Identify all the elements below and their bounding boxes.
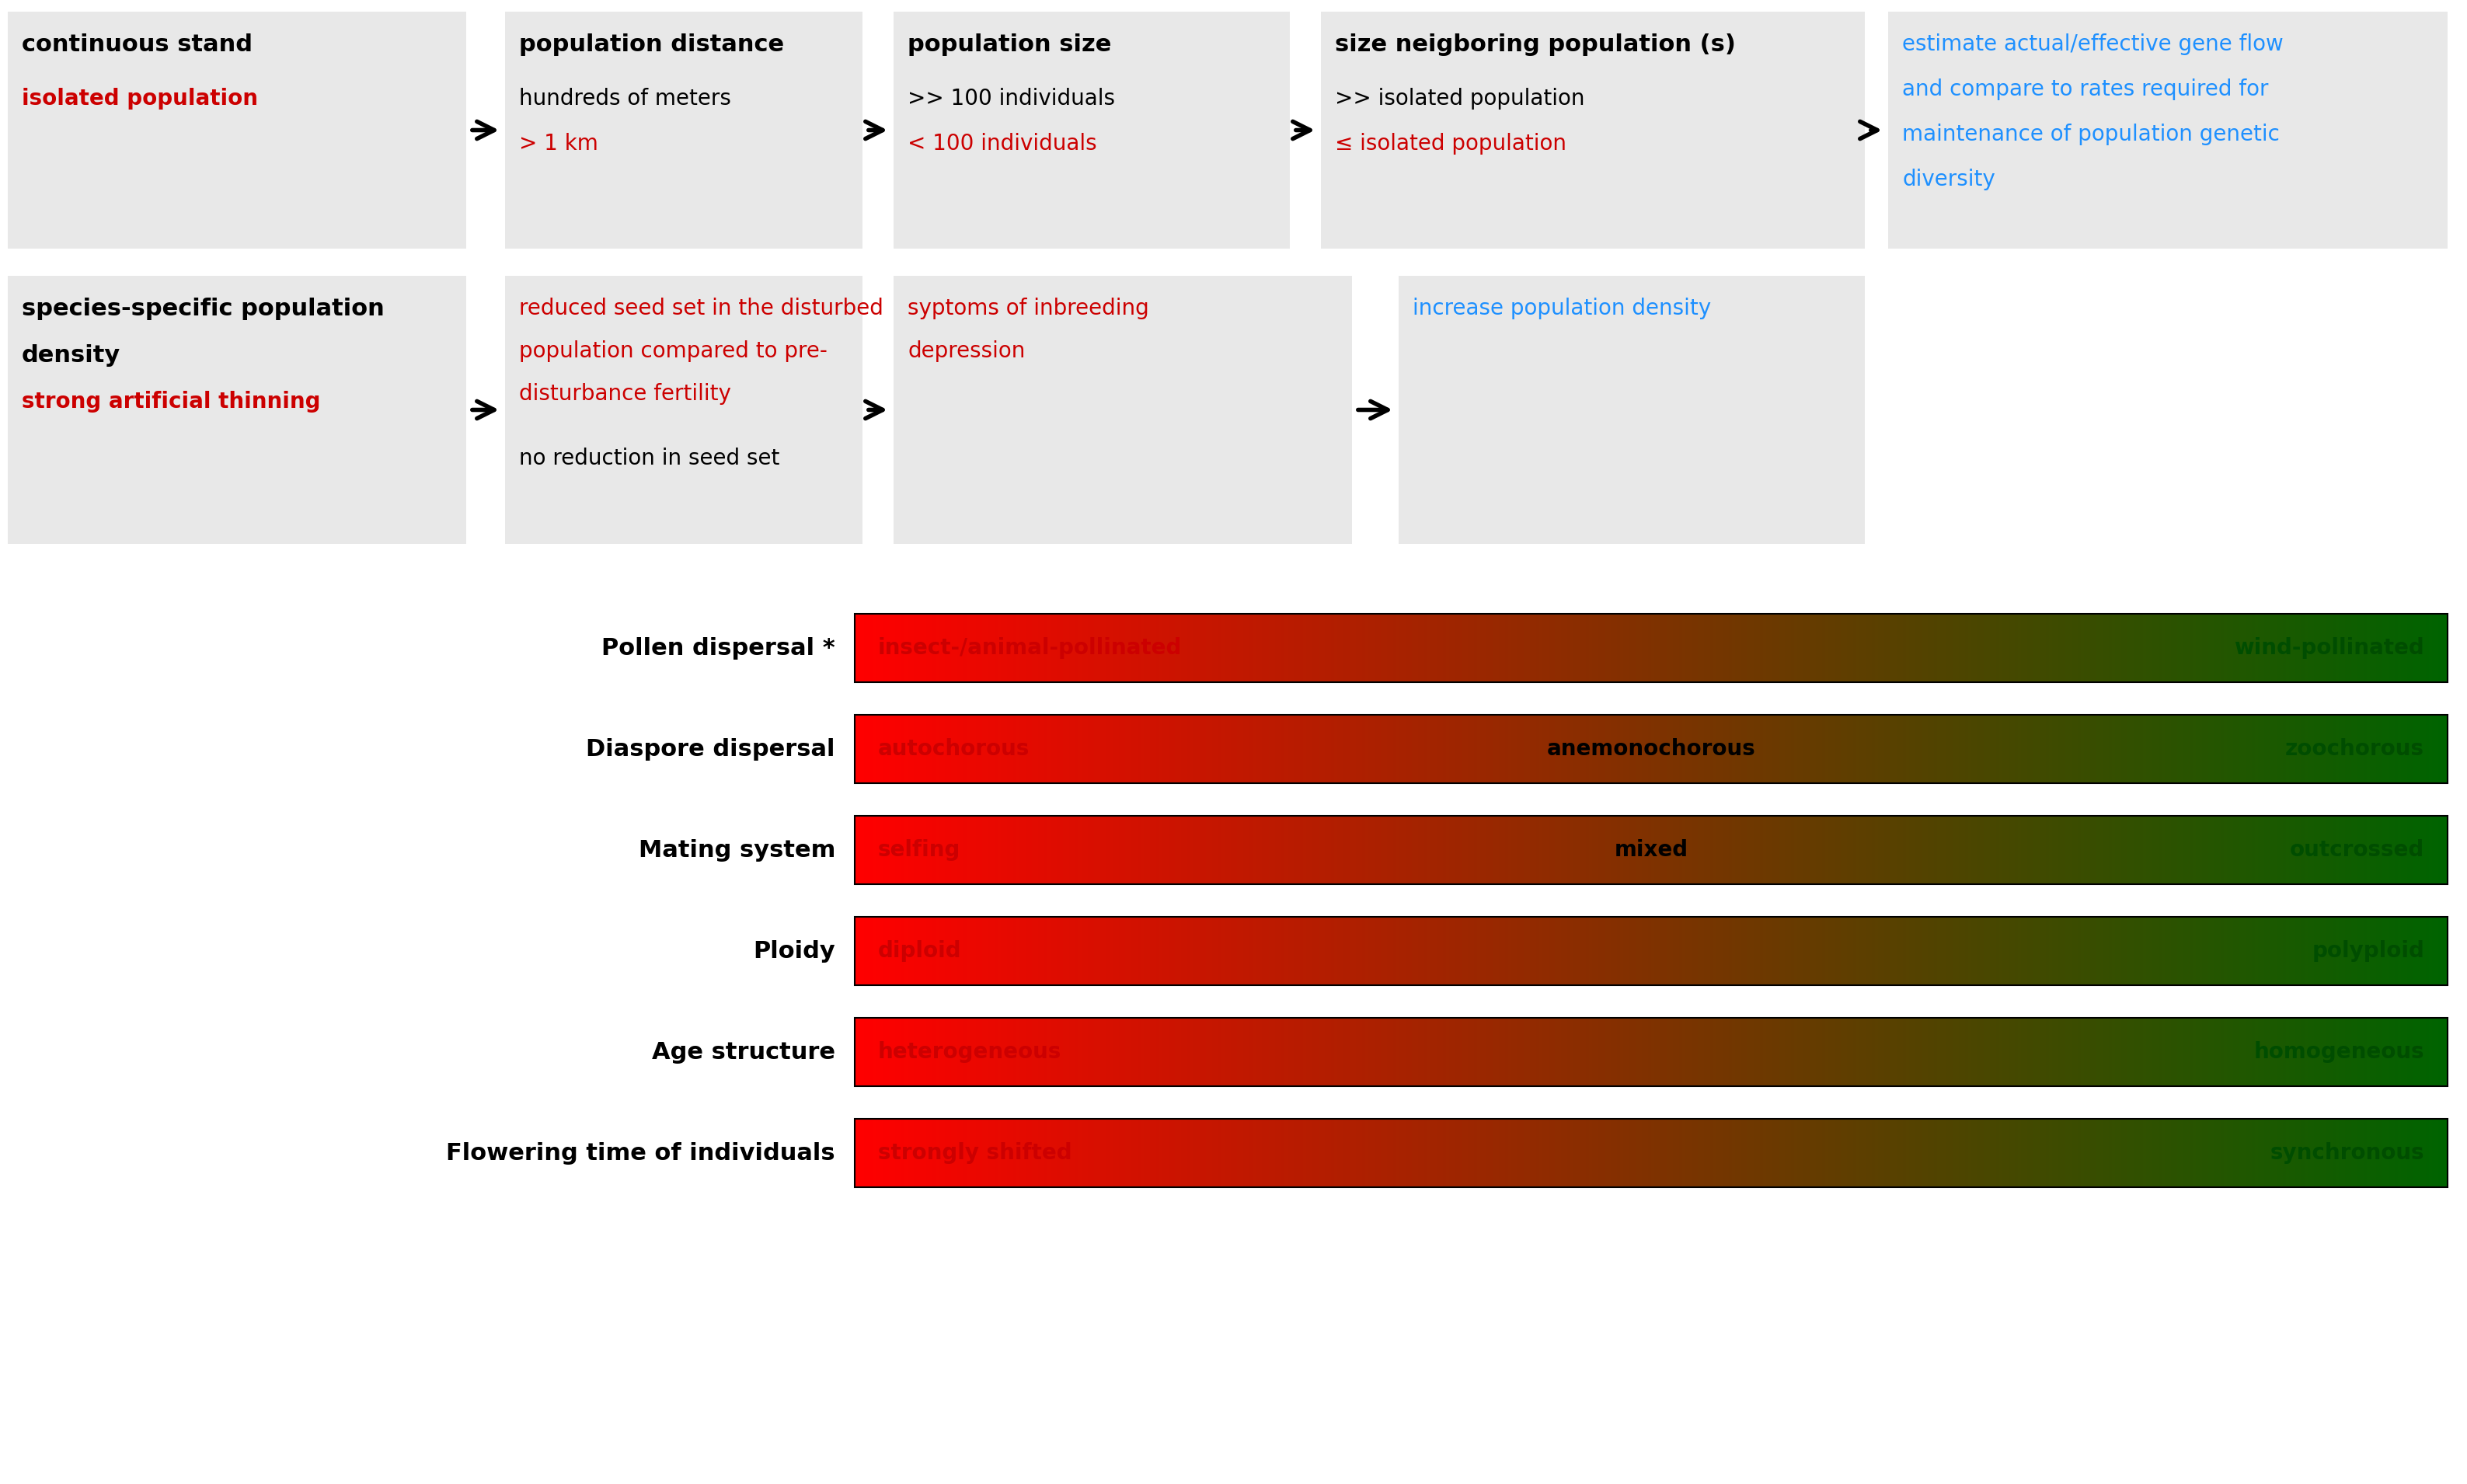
Text: diploid: diploid — [878, 941, 962, 962]
Text: diversity: diversity — [1902, 169, 1996, 190]
Text: strongly shifted: strongly shifted — [878, 1143, 1073, 1163]
FancyBboxPatch shape — [7, 276, 466, 543]
FancyBboxPatch shape — [893, 12, 1290, 249]
Text: anemonochorous: anemonochorous — [1547, 738, 1757, 760]
Text: species-specific population: species-specific population — [22, 298, 385, 321]
Text: Diaspore dispersal: Diaspore dispersal — [587, 738, 836, 760]
Text: insect-/animal-pollinated: insect-/animal-pollinated — [878, 637, 1182, 659]
Text: > 1 km: > 1 km — [518, 134, 597, 154]
Text: selfing: selfing — [878, 838, 960, 861]
Text: increase population density: increase population density — [1414, 298, 1712, 319]
Text: < 100 individuals: < 100 individuals — [908, 134, 1098, 154]
FancyBboxPatch shape — [506, 276, 863, 543]
Text: and compare to rates required for: and compare to rates required for — [1902, 79, 2270, 101]
Text: depression: depression — [908, 340, 1026, 362]
Text: population distance: population distance — [518, 34, 785, 56]
Text: heterogeneous: heterogeneous — [878, 1042, 1061, 1063]
Text: syptoms of inbreeding: syptoms of inbreeding — [908, 298, 1150, 319]
Text: Age structure: Age structure — [651, 1040, 836, 1063]
Text: no reduction in seed set: no reduction in seed set — [518, 448, 780, 469]
Text: mixed: mixed — [1613, 838, 1687, 861]
Text: size neigboring population (s): size neigboring population (s) — [1335, 34, 1737, 56]
Text: Pollen dispersal *: Pollen dispersal * — [602, 637, 836, 659]
Text: Flowering time of individuals: Flowering time of individuals — [447, 1141, 836, 1165]
Text: homogeneous: homogeneous — [2255, 1042, 2425, 1063]
Text: synchronous: synchronous — [2270, 1143, 2425, 1163]
Text: zoochorous: zoochorous — [2284, 738, 2425, 760]
Text: ≤ isolated population: ≤ isolated population — [1335, 134, 1567, 154]
FancyBboxPatch shape — [1320, 12, 1865, 249]
Text: >> 100 individuals: >> 100 individuals — [908, 88, 1115, 110]
Text: population compared to pre-: population compared to pre- — [518, 340, 826, 362]
Text: hundreds of meters: hundreds of meters — [518, 88, 730, 110]
FancyBboxPatch shape — [7, 12, 466, 249]
FancyBboxPatch shape — [893, 276, 1352, 543]
Text: autochorous: autochorous — [878, 738, 1029, 760]
FancyBboxPatch shape — [506, 12, 863, 249]
Text: isolated population: isolated population — [22, 88, 259, 110]
Text: strong artificial thinning: strong artificial thinning — [22, 390, 321, 413]
Text: >> isolated population: >> isolated population — [1335, 88, 1584, 110]
Text: Ploidy: Ploidy — [752, 939, 836, 962]
Text: reduced seed set in the disturbed: reduced seed set in the disturbed — [518, 298, 883, 319]
FancyBboxPatch shape — [1887, 12, 2447, 249]
Text: maintenance of population genetic: maintenance of population genetic — [1902, 123, 2280, 145]
Text: continuous stand: continuous stand — [22, 34, 252, 56]
Text: Mating system: Mating system — [639, 838, 836, 861]
Text: polyploid: polyploid — [2312, 941, 2425, 962]
Text: population size: population size — [908, 34, 1113, 56]
Text: density: density — [22, 344, 121, 367]
Text: estimate actual/effective gene flow: estimate actual/effective gene flow — [1902, 34, 2284, 55]
Text: wind-pollinated: wind-pollinated — [2235, 637, 2425, 659]
Text: disturbance fertility: disturbance fertility — [518, 383, 730, 405]
Text: outcrossed: outcrossed — [2289, 838, 2425, 861]
FancyBboxPatch shape — [1399, 276, 1865, 543]
